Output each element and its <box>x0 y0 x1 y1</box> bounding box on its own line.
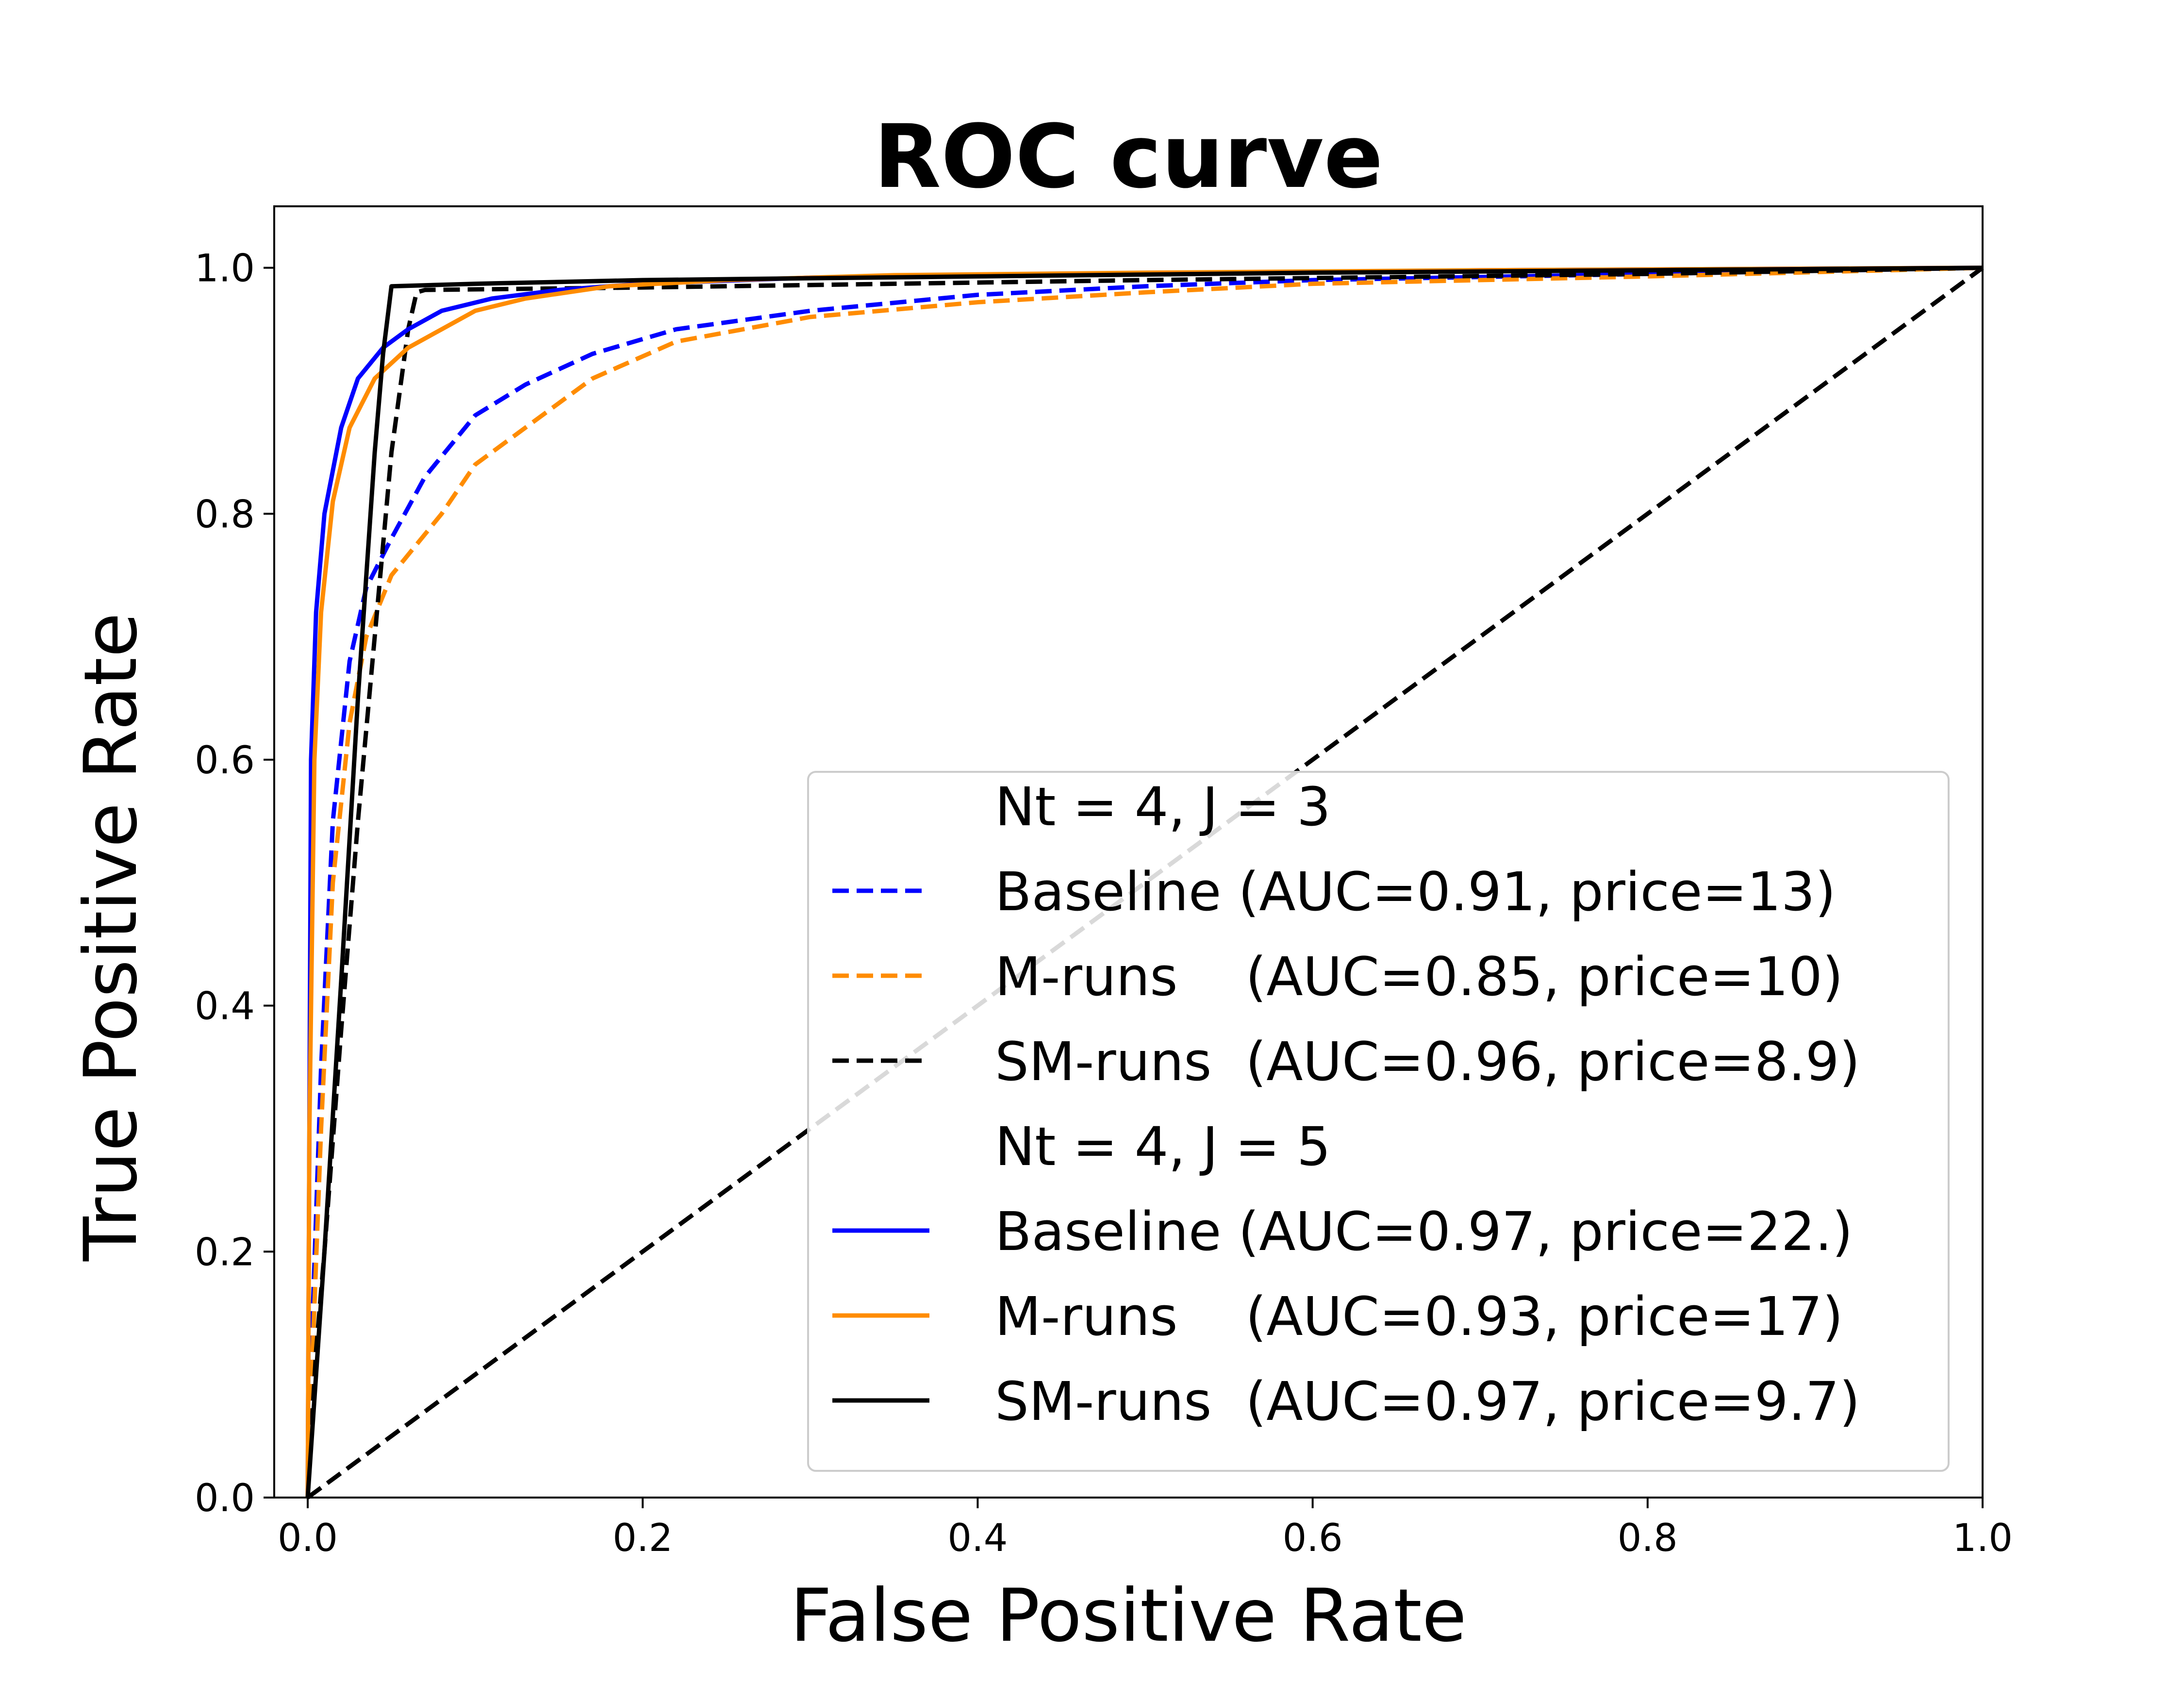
x-tick-label: 0.8 <box>1618 1516 1678 1560</box>
x-tick-label: 0.2 <box>612 1516 673 1560</box>
x-tick-label: 0.6 <box>1283 1516 1343 1560</box>
x-tick-label: 0.4 <box>947 1516 1008 1560</box>
y-tick-label: 0.2 <box>195 1231 255 1274</box>
plot-area <box>273 205 1984 1499</box>
y-tick-label: 0.8 <box>195 493 255 536</box>
x-tick-label: 1.0 <box>1952 1516 2013 1560</box>
legend-entry: SM-runs (AUC=0.96, price=8.9) <box>995 1031 1860 1093</box>
legend-box <box>807 771 1950 1472</box>
legend: Nt = 4, J = 3 Baseline (AUC=0.91, price=1… <box>807 771 1950 1472</box>
legend-group-label: Nt = 4, J = 5 <box>995 1116 1331 1178</box>
axis-ticks: 0.0 0.2 0.4 0.6 0.8 1.0 0.0 0.2 0.4 0.6 0.8 1.0 <box>195 247 2013 1560</box>
y-axis-label: True Positive Rate <box>69 613 153 1262</box>
legend-entry: SM-runs (AUC=0.97, price=9.7) <box>995 1370 1860 1432</box>
legend-entry: Baseline (AUC=0.97, price=22.) <box>995 1200 1853 1263</box>
series-line-0 <box>305 266 1983 1498</box>
plot-frame <box>273 205 1984 1499</box>
y-tick-label: 0.0 <box>195 1477 255 1520</box>
series-line-5 <box>305 266 1983 1498</box>
x-tick-label: 0.0 <box>278 1516 338 1560</box>
chart-title: ROC curve <box>874 106 1383 208</box>
y-tick-label: 0.6 <box>195 739 255 783</box>
legend-entry: Baseline (AUC=0.91, price=13) <box>995 861 1836 923</box>
series-line-1 <box>305 266 1983 1498</box>
x-axis-label: False Positive Rate <box>790 1574 1467 1658</box>
y-tick-label: 0.4 <box>195 985 255 1029</box>
legend-group-label: Nt = 4, J = 3 <box>995 776 1331 838</box>
series-line-2 <box>305 266 1983 1498</box>
y-tick-label: 1.0 <box>195 247 255 291</box>
chance-diagonal-line <box>306 266 1984 1499</box>
legend-entry: M-runs (AUC=0.93, price=17) <box>995 1285 1843 1348</box>
legend-entry: M-runs (AUC=0.85, price=10) <box>995 946 1843 1008</box>
